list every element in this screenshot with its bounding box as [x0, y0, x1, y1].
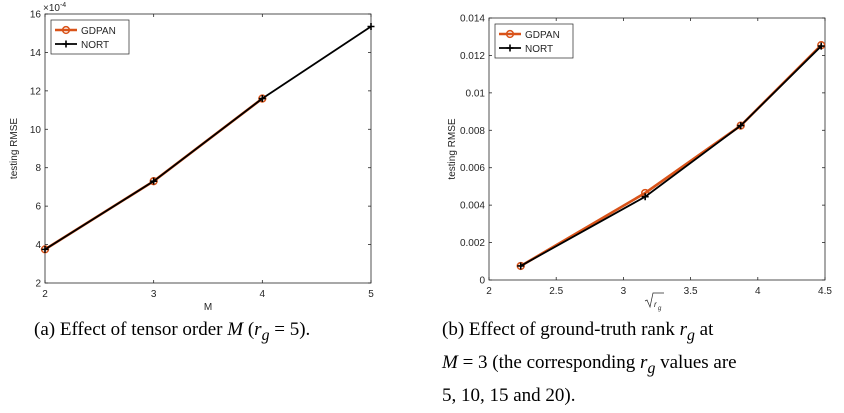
series-line-nort [44, 25, 372, 251]
caption-b: (b) Effect of ground-truth rank rg at M … [442, 316, 838, 409]
x-tick-label: 4 [755, 286, 761, 297]
caption-b-sub: g [687, 326, 695, 344]
y-tick-label: 14 [30, 48, 42, 59]
caption-b-sub2: g [647, 359, 656, 377]
y-tick-label: 0.004 [460, 201, 485, 212]
x-tick-label: 3 [621, 286, 627, 297]
y-tick-label: 2 [35, 279, 41, 290]
point-nort [737, 122, 745, 130]
legend-marker-nort [62, 40, 70, 48]
axes-box [44, 13, 372, 284]
y-exponent-power: -4 [60, 2, 66, 9]
caption-a-rg-sub: g [261, 326, 270, 344]
legend-marker-nort [506, 44, 514, 52]
legend: GDPAN NORT [494, 23, 574, 59]
point-nort [517, 262, 525, 270]
y-tick-label: 0.01 [466, 88, 486, 99]
caption-a-mid: ( [243, 319, 255, 340]
caption-b-line3: 5, 10, 15 and 20). [442, 384, 576, 406]
legend-box [50, 19, 130, 55]
caption-a-tail: = 5). [269, 319, 311, 340]
series-line-gdpan [520, 44, 823, 268]
x-tick-label: 4 [260, 289, 266, 300]
plot-b: 2 2.5 3 3.5 4 4.5 0 0.002 0.004 0.006 0.008 0.01 0.0… [447, 14, 832, 313]
y-tick-label: 8 [35, 163, 41, 174]
caption-a: (a) Effect of tensor order M (rg = 5). [34, 316, 414, 349]
point-nort [150, 177, 158, 185]
y-tick-label: 0 [479, 276, 485, 287]
caption-b-var2: r [640, 351, 648, 373]
legend-label-gdpan: GDPAN [81, 26, 116, 37]
x-tick-label: 3 [151, 289, 157, 300]
legend-label-nort: NORT [525, 44, 553, 55]
x-axis-label-r: r [654, 300, 657, 309]
caption-a-var: M [227, 319, 244, 340]
legend-box [494, 23, 574, 59]
y-tick-label: 12 [30, 86, 42, 97]
x-tick-label: 3.5 [684, 286, 698, 297]
caption-b-line2-var: M [442, 351, 458, 373]
x-tick-label: 2 [42, 289, 48, 300]
y-tick-label: 4 [35, 240, 41, 251]
legend-marker-gdpan [61, 25, 71, 35]
legend-label-gdpan: GDPAN [525, 30, 560, 41]
legend-marker-gdpan [505, 29, 515, 39]
x-axis-label-sub: g [658, 306, 662, 312]
caption-b-text4: values are [655, 351, 737, 373]
y-axis-label: testing RMSE [9, 118, 20, 179]
x-tick-label: 2.5 [549, 286, 563, 297]
point-nort [258, 95, 266, 103]
sqrt-sign [644, 292, 664, 309]
y-exponent-label: ×10-4 [43, 2, 66, 14]
y-axis-label: testing RMSE [447, 118, 458, 179]
x-tick-label: 4.5 [818, 286, 832, 297]
series-line-gdpan [44, 97, 264, 251]
y-tick-label: 10 [30, 125, 42, 136]
point-nort [41, 245, 49, 253]
y-tick-label: 16 [30, 10, 42, 21]
point-nort [641, 193, 649, 201]
caption-a-rg-base: r [254, 319, 262, 340]
caption-b-text3: = 3 (the corresponding [457, 351, 641, 373]
point-nort [367, 22, 375, 30]
caption-b-text1: (b) Effect of ground-truth rank [442, 319, 680, 340]
y-tick-label: 0.008 [460, 126, 485, 137]
x-tick-label: 2 [486, 286, 492, 297]
y-tick-label: 6 [35, 202, 41, 213]
x-tick-label: 5 [368, 289, 374, 300]
x-axis-label: M [204, 302, 212, 313]
point-nort [817, 42, 825, 50]
y-tick-label: 0.012 [460, 51, 485, 62]
caption-a-prefix: (a) Effect of tensor order [34, 319, 228, 340]
y-tick-label: 0.002 [460, 238, 485, 249]
legend: GDPAN NORT [50, 19, 130, 55]
axes-box [488, 17, 826, 281]
caption-b-var: r [679, 319, 687, 340]
y-tick-label: 0.014 [460, 14, 485, 25]
legend-label-nort: NORT [81, 40, 109, 51]
y-tick-label: 0.006 [460, 163, 485, 174]
series-line-nort [520, 45, 822, 267]
caption-b-text2: at [694, 319, 714, 340]
